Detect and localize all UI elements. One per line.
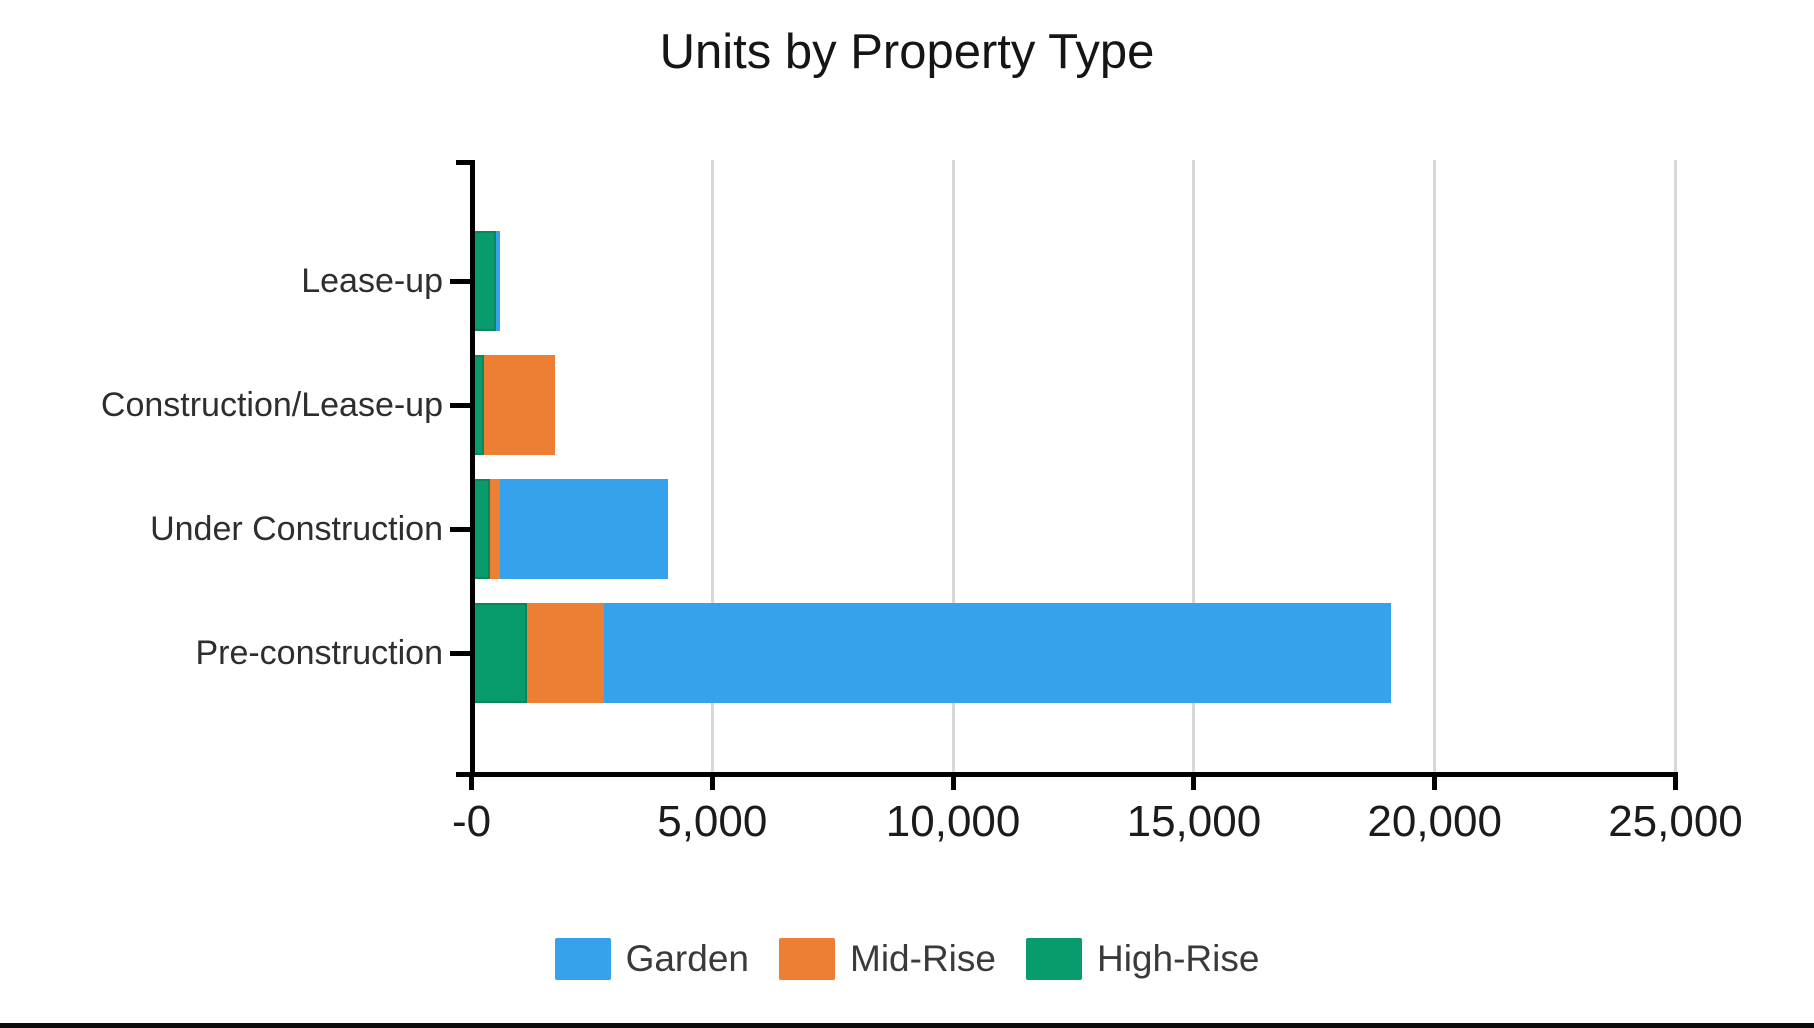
y-axis-line (469, 160, 475, 777)
x-axis-tick (1191, 777, 1197, 790)
x-axis-tick-label: 15,000 (1126, 797, 1262, 846)
x-axis-tick-label: 20,000 (1367, 797, 1502, 846)
y-axis-label: Construction/Lease-up (100, 386, 443, 424)
legend-swatch-high-rise (1025, 938, 1082, 980)
bar-segment-mid-rise[interactable] (471, 355, 556, 455)
bar-segment-high-rise[interactable] (471, 479, 491, 579)
x-axis-tick-label: 25,000 (1608, 797, 1743, 846)
x-axis-tick (709, 777, 715, 790)
x-axis-tick-label: 10,000 (885, 797, 1021, 846)
x-axis-tick (1432, 777, 1438, 790)
legend-label: Mid-Rise (850, 938, 996, 979)
legend: Garden Mid-Rise High-Rise (0, 938, 1814, 980)
y-axis-outer-tick (456, 160, 475, 165)
x-axis-tick-label: -0 (451, 797, 492, 846)
legend-item-garden[interactable]: Garden (554, 938, 749, 980)
bar-segment-high-rise[interactable] (471, 355, 485, 455)
x-axis-tick (469, 777, 474, 790)
gridline (1674, 160, 1677, 774)
bottom-divider (0, 1023, 1814, 1028)
gridline (951, 160, 955, 774)
x-axis-tick (950, 777, 956, 790)
bar-segment-high-rise[interactable] (471, 603, 527, 703)
gridline (1433, 160, 1437, 774)
x-axis-tick (1673, 777, 1678, 790)
y-axis-tick (450, 526, 470, 532)
legend-label: High-Rise (1096, 938, 1260, 979)
y-axis-tick (450, 402, 470, 408)
y-axis-label: Under Construction (150, 510, 443, 548)
legend-item-high-rise[interactable]: High-Rise (1025, 938, 1260, 980)
legend-swatch-garden (554, 938, 611, 980)
y-axis-label: Lease-up (301, 262, 443, 300)
y-axis-tick (450, 278, 470, 284)
y-axis-label: Pre-construction (195, 634, 443, 672)
legend-label: Garden (625, 938, 749, 979)
legend-swatch-mid-rise (779, 938, 835, 980)
y-axis-tick (450, 650, 470, 656)
legend-item-mid-rise[interactable]: Mid-Rise (779, 938, 996, 980)
bar-segment-high-rise[interactable] (471, 231, 496, 331)
x-axis-line (456, 772, 1678, 777)
gridline (710, 160, 714, 774)
chart-title: Units by Property Type (659, 25, 1155, 79)
bar-segment-garden[interactable] (471, 479, 668, 579)
x-axis-tick-label: 5,000 (657, 797, 768, 846)
bar-segment-garden[interactable] (471, 603, 1392, 703)
gridline (1192, 160, 1196, 774)
